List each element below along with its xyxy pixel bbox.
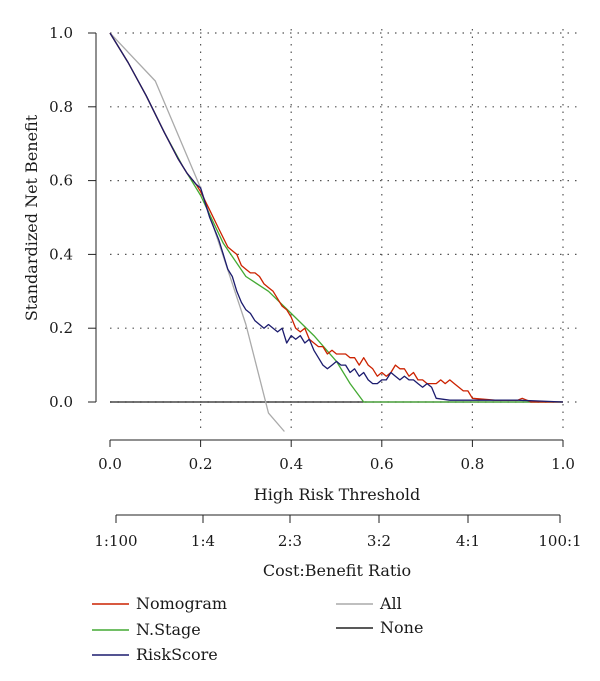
x2-tick-label: 4:1 [456, 532, 480, 550]
series-line-nomogram [109, 32, 563, 403]
y-tick-label: 0.4 [49, 245, 73, 263]
grid [110, 29, 577, 432]
legend-label: N.Stage [136, 620, 201, 639]
legend-label: RiskScore [136, 645, 218, 664]
axes [95, 33, 563, 516]
series-layer [109, 32, 564, 432]
series-line-riskscore [109, 32, 564, 403]
legend-label: None [380, 618, 423, 637]
x-tick-label: 0.4 [279, 455, 303, 473]
x-tick-label: 0.6 [370, 455, 394, 473]
x2-tick-label: 100:1 [538, 532, 581, 550]
y-tick-label: 0.0 [49, 393, 73, 411]
y-axis-title: Standardized Net Benefit [22, 114, 41, 321]
x-tick-label: 0.0 [98, 455, 122, 473]
y-tick-label: 1.0 [49, 24, 73, 42]
ticks: 0.0 0.2 0.4 0.6 0.8 1.0 0.0 0.2 0.4 0.6 0.8 1.0 1:10… [49, 24, 581, 550]
series-line-all [109, 32, 285, 432]
x-axis-title: High Risk Threshold [254, 485, 420, 504]
y-tick-label: 0.2 [49, 319, 73, 337]
series-line-n-stage [109, 32, 563, 403]
legend-label: All [379, 594, 402, 613]
legend: Nomogram N.Stage RiskScore All None [92, 594, 423, 664]
x2-tick-label: 1:100 [94, 532, 137, 550]
x-tick-label: 0.2 [189, 455, 213, 473]
x2-tick-label: 1:4 [191, 532, 215, 550]
y-tick-label: 0.8 [49, 98, 73, 116]
y-tick-label: 0.6 [49, 172, 73, 190]
x2-axis-title: Cost:Benefit Ratio [263, 561, 411, 580]
legend-label: Nomogram [136, 594, 227, 613]
x2-tick-label: 3:2 [367, 532, 391, 550]
x2-tick-label: 2:3 [278, 532, 302, 550]
x-tick-label: 1.0 [551, 455, 575, 473]
x-tick-label: 0.8 [460, 455, 484, 473]
